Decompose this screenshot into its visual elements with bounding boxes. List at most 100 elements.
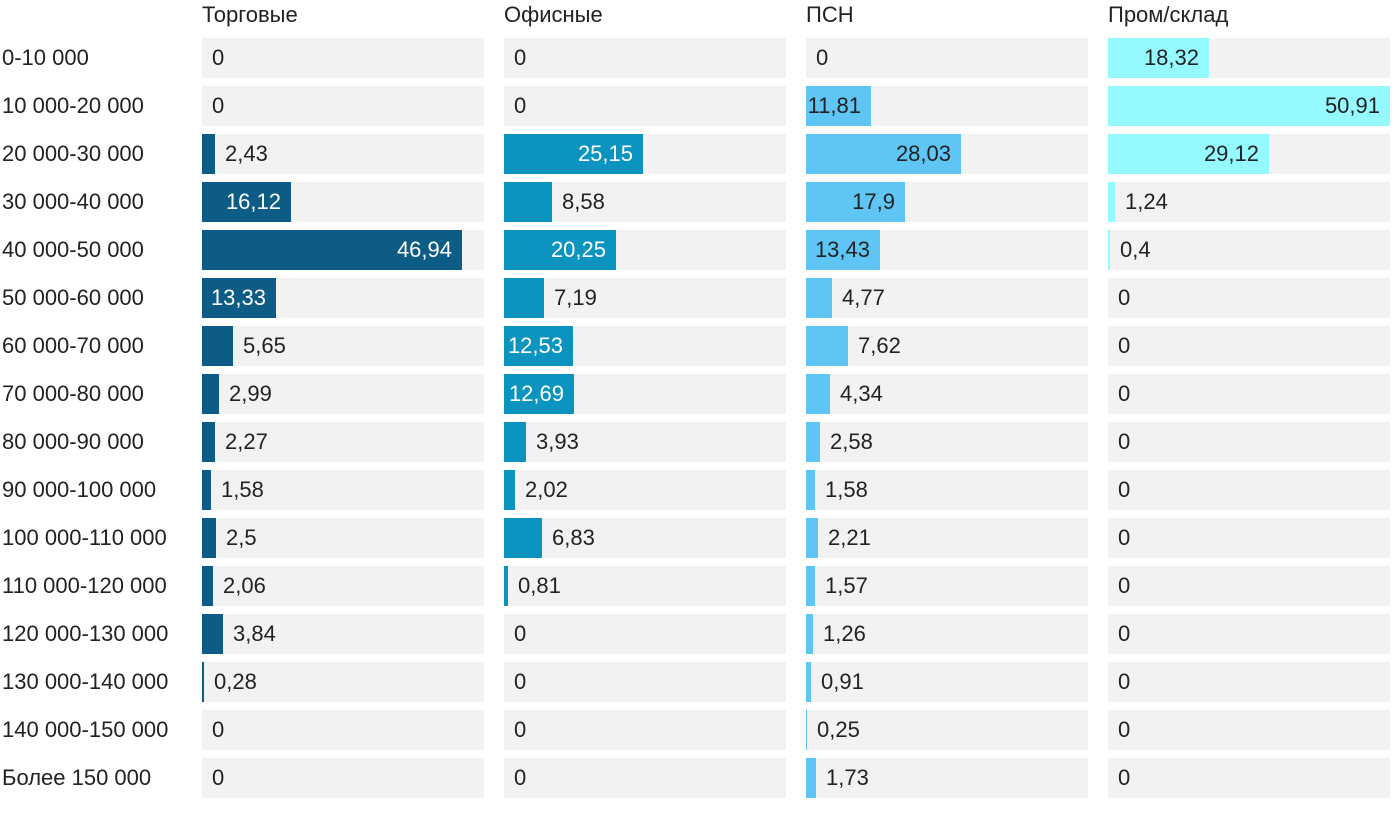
data-label: 0 [514, 765, 527, 790]
bar-track: 25,15 [504, 134, 786, 174]
column-header-2: Офисные [504, 2, 603, 27]
bar [806, 230, 880, 270]
data-label: 4,34 [840, 381, 883, 406]
bar-track: 11,81 [806, 86, 1088, 126]
bar-track: 0 [1108, 422, 1390, 462]
bar-track: 0,91 [806, 662, 1088, 702]
column-header-1: Торговые [202, 2, 298, 27]
bar [1108, 182, 1115, 222]
data-label: 0 [1118, 477, 1131, 502]
bar [504, 134, 643, 174]
data-label: 50,91 [1324, 93, 1380, 118]
data-label: 0 [1118, 285, 1131, 310]
data-label: 2,02 [525, 477, 568, 502]
category-label: 10 000-20 000 [2, 93, 144, 118]
bar-track: 0 [504, 86, 786, 126]
bar-track: 28,03 [806, 134, 1088, 174]
bar [806, 662, 811, 702]
bar [202, 614, 223, 654]
bar [806, 518, 818, 558]
data-label: 2,5 [226, 525, 257, 550]
data-label: 0 [514, 717, 527, 742]
data-label: 0,91 [821, 669, 864, 694]
bar [202, 230, 462, 270]
bar [504, 230, 616, 270]
bar-track: 0 [202, 710, 484, 750]
data-label: 46,94 [396, 237, 452, 262]
bar [202, 374, 219, 414]
data-label: 0 [1118, 525, 1131, 550]
bar-track: 2,27 [202, 422, 484, 462]
bar-track: 13,33 [202, 278, 484, 318]
bar-track: 2,58 [806, 422, 1088, 462]
bar-track: 1,24 [1108, 182, 1390, 222]
data-label: 2,06 [223, 573, 266, 598]
data-label: 12,53 [507, 333, 563, 358]
bar-track: 0 [1108, 374, 1390, 414]
bar [806, 374, 830, 414]
category-label: 0-10 000 [2, 45, 89, 70]
bar-track: 1,58 [806, 470, 1088, 510]
bar [806, 422, 820, 462]
bar-track: 16,12 [202, 182, 484, 222]
bar [202, 422, 215, 462]
bar [1108, 86, 1390, 126]
data-label: 0 [1118, 621, 1131, 646]
data-label: 1,24 [1125, 189, 1168, 214]
bar-track: 0 [1108, 614, 1390, 654]
bar-track: 7,19 [504, 278, 786, 318]
bar-track: 29,12 [1108, 134, 1390, 174]
category-label: 40 000-50 000 [2, 237, 144, 262]
data-label: 0 [212, 93, 225, 118]
data-label: 0 [816, 45, 829, 70]
data-label: 2,43 [225, 141, 268, 166]
data-label: 11,81 [807, 93, 861, 118]
bar-track: 0 [1108, 470, 1390, 510]
data-label: 1,58 [221, 477, 264, 502]
data-label: 0 [1118, 765, 1131, 790]
bar-track: 0 [202, 86, 484, 126]
bar-track: 0 [1108, 566, 1390, 606]
bar [202, 518, 216, 558]
bar-track: 1,57 [806, 566, 1088, 606]
category-label: 100 000-110 000 [2, 525, 167, 550]
bar [806, 614, 813, 654]
category-label: 120 000-130 000 [2, 621, 169, 646]
bar-track: 50,91 [1108, 86, 1390, 126]
bar [1108, 38, 1209, 78]
bar-track: 2,43 [202, 134, 484, 174]
bar-track: 0 [1108, 662, 1390, 702]
data-label: 3,93 [536, 429, 579, 454]
data-label: 2,58 [830, 429, 873, 454]
data-label: 0,81 [518, 573, 561, 598]
bar [504, 182, 552, 222]
data-label: 6,83 [552, 525, 595, 550]
data-label: 17,9 [852, 189, 895, 214]
bar [202, 326, 233, 366]
bar [202, 278, 276, 318]
column-header-4: Пром/склад [1108, 2, 1229, 27]
category-label: 60 000-70 000 [2, 333, 144, 358]
bar-track: 2,06 [202, 566, 484, 606]
category-label: Более 150 000 [2, 765, 152, 790]
data-label: 7,62 [858, 333, 901, 358]
category-label: 50 000-60 000 [2, 285, 144, 310]
bar-track: 2,99 [202, 374, 484, 414]
category-label: 70 000-80 000 [2, 381, 144, 406]
data-label: 0 [514, 669, 527, 694]
bar-track: 5,65 [202, 326, 484, 366]
data-label: 28,03 [895, 141, 951, 166]
data-label: 0 [1118, 381, 1131, 406]
bar-track: 0,4 [1108, 230, 1390, 270]
bar-track: 12,53 [504, 326, 786, 366]
bar-track: 3,84 [202, 614, 484, 654]
bar-track: 2,21 [806, 518, 1088, 558]
bar-track: 17,9 [806, 182, 1088, 222]
bar-track: 4,77 [806, 278, 1088, 318]
bar [202, 566, 213, 606]
bar [806, 470, 815, 510]
bar-track: 0 [504, 710, 786, 750]
data-label: 0 [212, 45, 225, 70]
bar [504, 422, 526, 462]
data-label: 0,4 [1120, 237, 1151, 262]
